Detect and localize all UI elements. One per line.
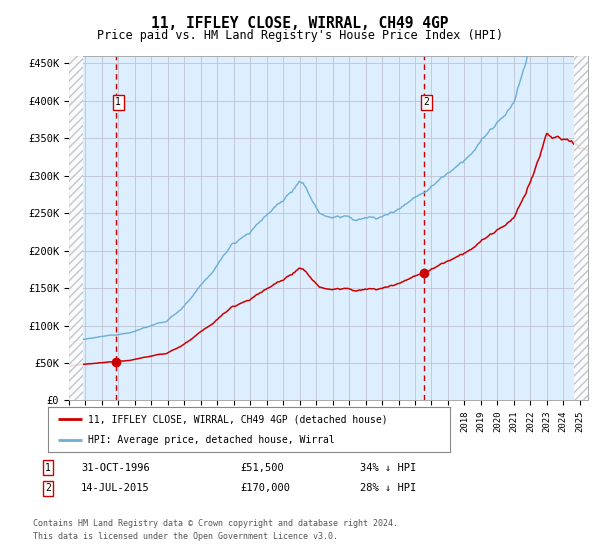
Text: £51,500: £51,500 <box>240 463 284 473</box>
Text: 11, IFFLEY CLOSE, WIRRAL, CH49 4GP (detached house): 11, IFFLEY CLOSE, WIRRAL, CH49 4GP (deta… <box>88 414 388 424</box>
Bar <box>574 56 588 400</box>
Text: 28% ↓ HPI: 28% ↓ HPI <box>360 483 416 493</box>
Text: 2: 2 <box>424 97 430 108</box>
Text: 34% ↓ HPI: 34% ↓ HPI <box>360 463 416 473</box>
Text: £170,000: £170,000 <box>240 483 290 493</box>
Text: Contains HM Land Registry data © Crown copyright and database right 2024.: Contains HM Land Registry data © Crown c… <box>33 520 398 529</box>
Text: 1: 1 <box>45 463 51 473</box>
Text: 14-JUL-2015: 14-JUL-2015 <box>81 483 150 493</box>
Text: HPI: Average price, detached house, Wirral: HPI: Average price, detached house, Wirr… <box>88 435 335 445</box>
Text: 2: 2 <box>45 483 51 493</box>
Text: 31-OCT-1996: 31-OCT-1996 <box>81 463 150 473</box>
Text: Price paid vs. HM Land Registry's House Price Index (HPI): Price paid vs. HM Land Registry's House … <box>97 29 503 42</box>
Text: 11, IFFLEY CLOSE, WIRRAL, CH49 4GP: 11, IFFLEY CLOSE, WIRRAL, CH49 4GP <box>151 16 449 31</box>
Text: This data is licensed under the Open Government Licence v3.0.: This data is licensed under the Open Gov… <box>33 532 338 541</box>
Bar <box>69 56 83 400</box>
Text: 1: 1 <box>115 97 121 108</box>
